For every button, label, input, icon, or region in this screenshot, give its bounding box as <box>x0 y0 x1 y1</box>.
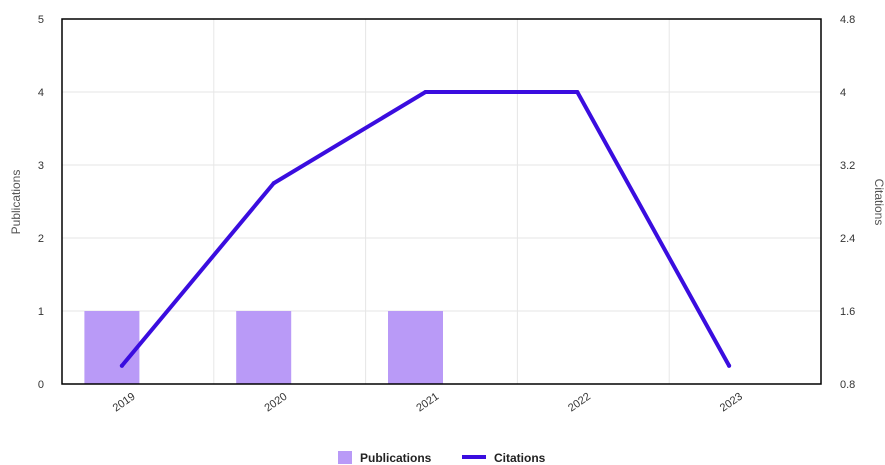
right-tick-label: 4 <box>840 87 846 99</box>
publications-bars <box>84 311 443 384</box>
bar-publications-2021[interactable] <box>388 311 443 384</box>
point-citations-2023[interactable] <box>727 363 732 368</box>
x-axis-ticks: 2019 2020 2021 2022 2023 <box>111 391 745 415</box>
right-tick-label: 3.2 <box>840 160 855 172</box>
left-axis-title: Publications <box>9 170 23 235</box>
point-citations-2019[interactable] <box>119 363 124 368</box>
legend: Publications Citations <box>338 451 546 465</box>
x-tick-label: 2019 <box>111 391 138 415</box>
legend-swatch-publications <box>338 451 352 464</box>
point-citations-2022[interactable] <box>575 90 580 94</box>
legend-label-citations: Citations <box>494 451 546 465</box>
legend-item-publications[interactable]: Publications <box>338 451 432 465</box>
left-tick-label: 1 <box>38 306 44 318</box>
legend-item-citations[interactable]: Citations <box>462 451 546 465</box>
legend-label-publications: Publications <box>360 451 432 465</box>
x-tick-label: 2022 <box>566 391 593 415</box>
left-tick-label: 0 <box>38 379 44 391</box>
x-tick-label: 2020 <box>263 391 290 415</box>
left-axis-ticks: 0 1 2 3 4 5 <box>38 14 44 391</box>
right-tick-label: 0.8 <box>840 379 855 391</box>
bar-publications-2020[interactable] <box>236 311 292 384</box>
left-tick-label: 5 <box>38 14 44 26</box>
x-tick-label: 2021 <box>414 391 441 415</box>
right-axis-ticks: 0.8 1.6 2.4 3.2 4 4.8 <box>840 14 855 391</box>
point-citations-2020[interactable] <box>271 181 276 186</box>
bar-publications-2019[interactable] <box>84 311 140 384</box>
right-tick-label: 1.6 <box>840 306 855 318</box>
right-tick-label: 4.8 <box>840 14 855 26</box>
left-tick-label: 2 <box>38 233 44 245</box>
left-tick-label: 4 <box>38 87 44 99</box>
right-tick-label: 2.4 <box>840 233 855 245</box>
left-tick-label: 3 <box>38 160 44 172</box>
plot-frame <box>61 18 822 385</box>
x-tick-label: 2023 <box>718 391 745 415</box>
right-axis-title: Citations <box>872 179 885 226</box>
citations-line-group <box>119 90 732 368</box>
point-citations-2021[interactable] <box>423 90 428 94</box>
